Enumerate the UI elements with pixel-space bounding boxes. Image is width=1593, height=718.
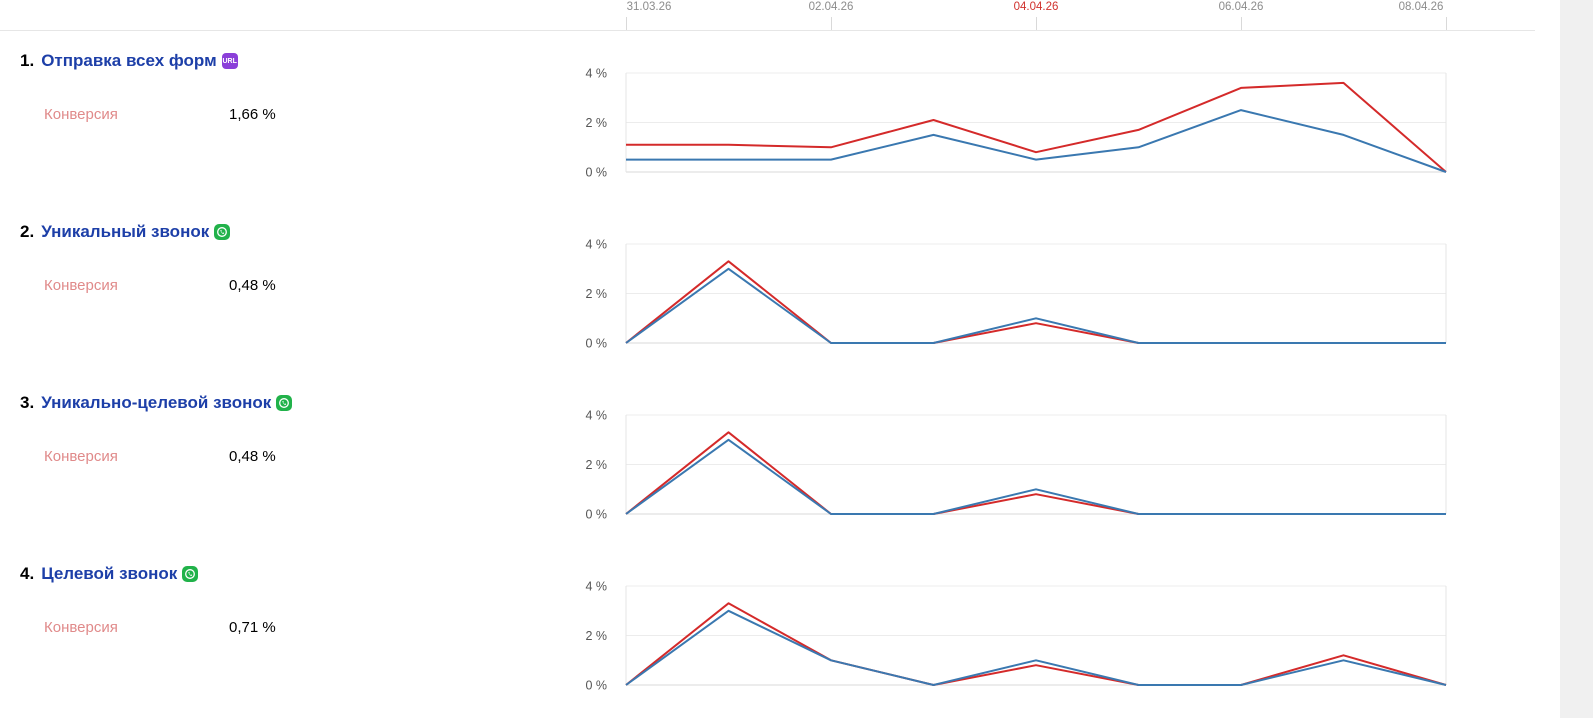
- conversion-value: 0,48 %: [229, 448, 276, 465]
- date-label: 08.04.26: [1398, 1, 1444, 13]
- goal-row: 1. Отправка всех форм URL Конверсия 1,66…: [0, 30, 1560, 201]
- goal-number: 3.: [20, 393, 35, 412]
- goal-name-link[interactable]: Уникально-целевой звонок: [41, 393, 272, 412]
- goal-chart: 4 % 2 % 0 %: [585, 580, 1447, 693]
- y-tick-label: 4 %: [585, 67, 607, 81]
- goal-name-link[interactable]: Целевой звонок: [41, 564, 178, 583]
- y-tick-label: 2 %: [585, 116, 607, 130]
- goal-title: 3. Уникально-целевой звонок: [20, 393, 293, 413]
- goal-title: 2. Уникальный звонок: [20, 222, 231, 242]
- goal-chart: 4 % 2 % 0 %: [585, 238, 1447, 351]
- series-line: [625, 260, 1446, 344]
- date-tick: [626, 17, 627, 30]
- date-label: 31.03.26: [626, 1, 672, 13]
- goal-name-link[interactable]: Уникальный звонок: [41, 222, 210, 241]
- series-line: [625, 609, 1447, 686]
- series-line: [625, 438, 1446, 515]
- series-line: [626, 109, 1447, 173]
- y-tick-label: 4 %: [585, 238, 607, 252]
- y-tick-label: 2 %: [585, 458, 607, 472]
- y-tick-label: 4 %: [585, 409, 607, 423]
- goal-chart: 4 % 2 % 0 %: [585, 409, 1447, 522]
- conversion-label: Конверсия: [44, 448, 118, 465]
- conversion-label: Конверсия: [44, 619, 118, 636]
- phone-icon: [276, 395, 293, 411]
- goal-title: 1. Отправка всех форм URL: [20, 51, 238, 71]
- conversion-value: 1,66 %: [229, 106, 276, 123]
- series-line: [625, 602, 1447, 686]
- url-icon: URL: [221, 53, 238, 69]
- date-tick: [831, 17, 832, 30]
- goal-name-link[interactable]: Отправка всех форм: [41, 51, 217, 70]
- conversion-label: Конверсия: [44, 106, 118, 123]
- y-tick-label: 0 %: [585, 508, 607, 522]
- date-label: 06.04.26: [1218, 1, 1264, 13]
- series-line: [625, 431, 1446, 515]
- y-tick-label: 0 %: [585, 679, 607, 693]
- goal-chart: 4 % 2 % 0 %: [585, 67, 1447, 180]
- header-divider: [0, 30, 1535, 31]
- conversion-value: 0,48 %: [229, 277, 276, 294]
- y-tick-label: 2 %: [585, 287, 607, 301]
- date-tick: [1036, 17, 1037, 30]
- y-tick-label: 2 %: [585, 629, 607, 643]
- scrollbar-track[interactable]: [1560, 0, 1593, 718]
- date-tick: [1241, 17, 1242, 30]
- y-tick-label: 0 %: [585, 337, 607, 351]
- date-label: 04.04.26: [1013, 1, 1059, 13]
- series-line: [625, 267, 1446, 344]
- conversion-value: 0,71 %: [229, 619, 276, 636]
- goal-row: 2. Уникальный звонок Конверсия 0,48 % 4 …: [0, 201, 1560, 372]
- goal-row: 3. Уникально-целевой звонок Конверсия 0,…: [0, 372, 1560, 543]
- y-tick-label: 4 %: [585, 580, 607, 594]
- phone-icon: [214, 224, 231, 240]
- goal-row: 4. Целевой звонок Конверсия 0,71 % 4 % 2 …: [0, 543, 1560, 714]
- date-tick: [1446, 17, 1447, 30]
- conversion-label: Конверсия: [44, 277, 118, 294]
- y-tick-label: 0 %: [585, 166, 607, 180]
- series-line: [626, 81, 1447, 173]
- date-label: 02.04.26: [808, 1, 854, 13]
- date-axis: 31.03.26 02.04.26 04.04.26 06.04.26 08.0…: [0, 0, 1560, 30]
- phone-icon: [182, 566, 199, 582]
- goal-number: 1.: [20, 51, 35, 70]
- goal-number: 4.: [20, 564, 35, 583]
- goal-number: 2.: [20, 222, 35, 241]
- goal-title: 4. Целевой звонок: [20, 564, 199, 584]
